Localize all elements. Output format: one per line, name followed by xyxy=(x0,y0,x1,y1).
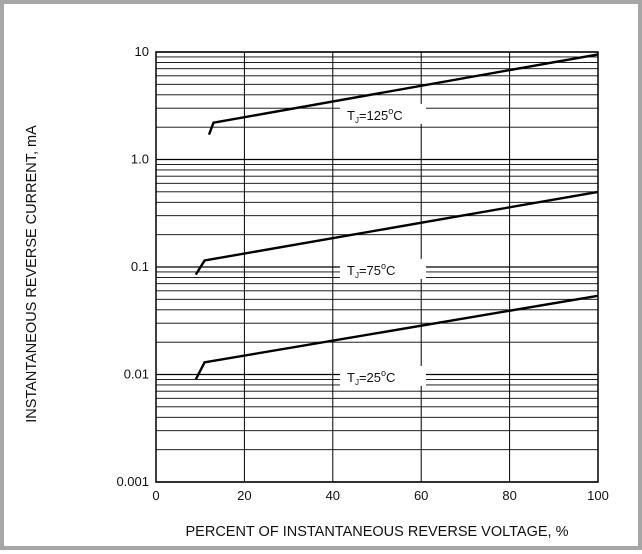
series-label-background xyxy=(340,365,426,386)
x-tick-label: 0 xyxy=(152,488,159,503)
series-label: TJ=75oC xyxy=(347,261,395,280)
series-line xyxy=(194,190,599,276)
x-tick-label: 40 xyxy=(326,488,340,503)
plot-border xyxy=(155,51,599,483)
series-label-background xyxy=(340,258,426,279)
x-tick-label: 20 xyxy=(237,488,251,503)
x-tick-label: 60 xyxy=(414,488,428,503)
y-tick-label: 0.001 xyxy=(116,474,149,489)
series-line xyxy=(194,294,599,380)
x-tick-label: 100 xyxy=(587,488,609,503)
series-line xyxy=(207,53,599,136)
series-labels: TJ=125oC TJ=75oC TJ=25oC xyxy=(340,103,426,387)
y-tick-label: 0.1 xyxy=(131,259,149,274)
series-label: TJ=25oC xyxy=(347,368,395,387)
series-label-background xyxy=(340,103,426,124)
x-axis-title: PERCENT OF INSTANTANEOUS REVERSE VOLTAGE… xyxy=(186,524,569,540)
grid xyxy=(155,51,599,483)
y-tick-label: 0.01 xyxy=(124,367,149,382)
y-tick-label: 1.0 xyxy=(131,152,149,167)
reverse-current-chart: TJ=125oC TJ=75oC TJ=25oC 0 20 40 60 80 100 0.001… xyxy=(24,44,609,540)
series-label: TJ=125oC xyxy=(347,106,403,125)
tick-labels: 0 20 40 60 80 100 0.001 0.01 0.1 1.0 10 xyxy=(116,44,608,503)
x-tick-label: 80 xyxy=(502,488,516,503)
series-lines xyxy=(194,53,599,380)
y-axis-title: INSTANTANEOUS REVERSE CURRENT, mA xyxy=(24,125,40,423)
y-tick-label: 10 xyxy=(135,44,149,59)
